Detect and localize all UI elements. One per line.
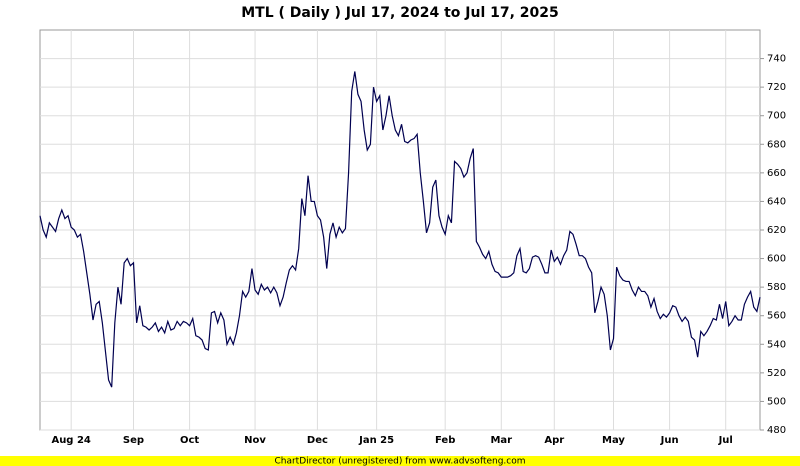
x-tick-label: Jan 25 — [358, 435, 394, 446]
x-tick-label: Apr — [544, 435, 564, 446]
y-tick-label: 700 — [767, 111, 786, 122]
y-tick-label: 680 — [767, 139, 786, 150]
x-tick-label: May — [602, 435, 625, 446]
x-tick-label: Feb — [435, 435, 455, 446]
y-tick-label: 640 — [767, 196, 786, 207]
footer-bar — [0, 456, 800, 466]
y-tick-label: 520 — [767, 368, 786, 379]
x-tick-label: Mar — [490, 435, 512, 446]
y-tick-label: 720 — [767, 82, 786, 93]
x-tick-label: Sep — [123, 435, 144, 446]
y-tick-label: 580 — [767, 282, 786, 293]
chart-title: MTL ( Daily ) Jul 17, 2024 to Jul 17, 20… — [241, 5, 559, 21]
y-tick-label: 660 — [767, 168, 786, 179]
x-tick-label: Jul — [718, 435, 733, 446]
x-tick-label: Jun — [660, 435, 679, 446]
x-tick-label: Aug 24 — [51, 435, 90, 446]
y-tick-label: 740 — [767, 54, 786, 65]
y-tick-label: 560 — [767, 311, 786, 322]
price-line — [39, 71, 761, 388]
y-tick-label: 600 — [767, 254, 786, 265]
x-tick-label: Dec — [307, 435, 328, 446]
y-tick-label: 500 — [767, 396, 786, 407]
x-tick-label: Nov — [244, 435, 266, 446]
y-tick-label: 480 — [767, 425, 786, 436]
x-tick-label: Oct — [180, 435, 199, 446]
y-tick-label: 620 — [767, 225, 786, 236]
footer: ChartDirector (unregistered) from www.ad… — [274, 457, 525, 466]
y-tick-label: 540 — [767, 339, 786, 350]
